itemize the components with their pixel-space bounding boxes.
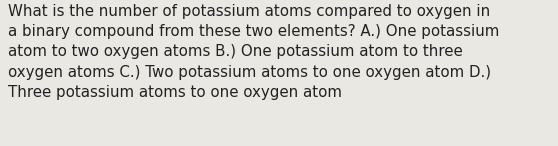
Text: What is the number of potassium atoms compared to oxygen in
a binary compound fr: What is the number of potassium atoms co… [8,4,500,100]
